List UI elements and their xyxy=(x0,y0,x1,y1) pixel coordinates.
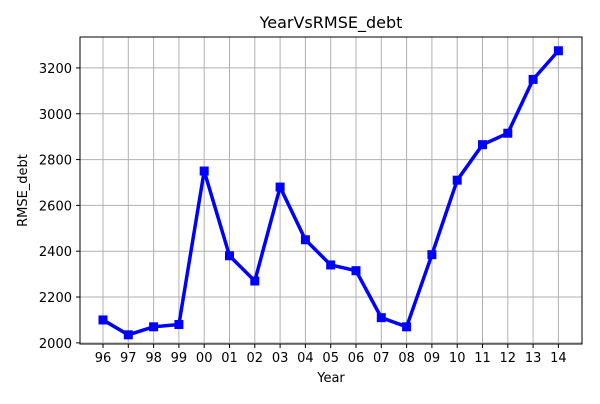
x-tick-label: 06 xyxy=(348,351,365,366)
x-tick-label: 09 xyxy=(424,351,441,366)
y-tick-label: 3000 xyxy=(39,108,72,123)
data-point-marker xyxy=(326,260,336,270)
y-tick-label: 2800 xyxy=(39,154,72,169)
x-tick-label: 13 xyxy=(525,351,542,366)
data-point-marker xyxy=(174,320,184,330)
chart-title: YearVsRMSE_debt xyxy=(259,13,403,33)
tick-layer: 96 97 98 99 00 01 02 03 04 05 06 07 08 09 10 11 12 13 14 20… xyxy=(39,62,567,366)
data-point-marker xyxy=(225,251,234,261)
data-point-marker xyxy=(351,266,361,276)
data-layer xyxy=(98,46,563,340)
x-tick-label: 02 xyxy=(247,351,264,366)
y-tick-label: 2200 xyxy=(39,291,72,306)
data-point-marker xyxy=(452,175,462,185)
x-tick-label: 97 xyxy=(120,351,137,366)
data-point-marker xyxy=(123,330,133,340)
x-tick-label: 03 xyxy=(272,351,289,366)
x-tick-label: 04 xyxy=(297,351,314,366)
data-point-marker xyxy=(402,322,412,332)
data-point-marker xyxy=(300,235,310,245)
x-tick-label: 12 xyxy=(500,351,517,366)
x-tick-label: 11 xyxy=(474,351,491,366)
data-point-marker xyxy=(503,128,513,138)
y-tick-label: 2400 xyxy=(39,245,72,260)
x-tick-label: 07 xyxy=(373,351,390,366)
x-tick-label: 10 xyxy=(449,351,466,366)
x-tick-label: 05 xyxy=(322,351,339,366)
x-tick-label: 01 xyxy=(221,351,238,366)
data-point-marker xyxy=(149,322,159,332)
y-tick-label: 2000 xyxy=(39,337,72,352)
data-point-marker xyxy=(250,276,260,286)
x-tick-label: 98 xyxy=(145,351,162,366)
x-tick-label: 96 xyxy=(95,351,112,366)
data-point-marker xyxy=(427,250,437,260)
grid-layer xyxy=(80,37,582,344)
data-point-marker xyxy=(553,46,563,56)
y-axis-label: RMSE_debt xyxy=(16,154,31,227)
x-tick-label: 00 xyxy=(196,351,213,366)
data-point-marker xyxy=(199,166,209,176)
x-tick-label: 14 xyxy=(550,351,567,366)
x-tick-label: 99 xyxy=(171,351,188,366)
data-point-marker xyxy=(275,182,285,192)
data-point-marker xyxy=(376,313,386,323)
y-tick-label: 3200 xyxy=(39,62,72,77)
y-tick-label: 2600 xyxy=(39,199,72,214)
data-point-marker xyxy=(478,140,487,150)
data-point-marker xyxy=(98,315,108,325)
data-point-marker xyxy=(528,74,538,84)
x-axis-label: Year xyxy=(316,371,345,386)
x-tick-label: 08 xyxy=(398,351,415,366)
